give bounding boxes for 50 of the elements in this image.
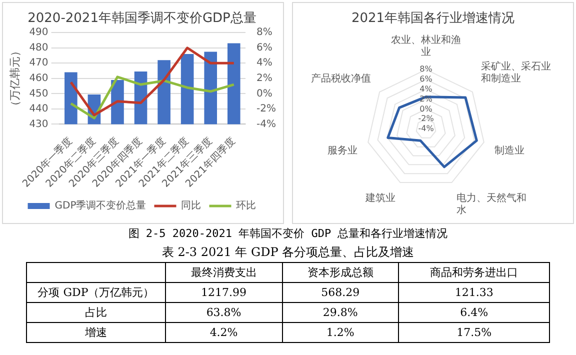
legend-label: 环比 <box>236 200 256 212</box>
y-tick-label: 450 <box>29 88 48 100</box>
spoke-label: 农业、林业和渔业 <box>391 34 461 58</box>
text: 1217.99 <box>201 286 247 299</box>
legend-label: GDP季调不变价总量 <box>54 200 146 212</box>
category-label: 最终消费支出 <box>166 262 282 282</box>
y-tick-label: -4% <box>418 124 434 134</box>
category-label: 占比 <box>85 306 107 319</box>
caption: 图 2-5 2020-2021 年韩国不变价 GDP 总量和各行业增速情况 <box>127 226 449 241</box>
spoke-label: 服务业 <box>327 144 358 156</box>
y2-tick-label: -4% <box>256 118 276 130</box>
text: 17.5% <box>456 326 492 339</box>
y-tick-label: 440 <box>29 104 48 115</box>
y-tick-label: 480 <box>29 42 48 54</box>
y-tick-label: 6% <box>420 74 433 84</box>
category-label: 分项 GDP（万亿韩元） <box>38 286 154 299</box>
y-tick-label: 0% <box>420 104 433 114</box>
category-label: 商品和劳务进出口 <box>398 262 550 282</box>
chart-title: 2020-2021年韩国季调不变价GDP总量 <box>28 11 256 26</box>
text: 表 2-3 2021 年 GDP 各分项总量、占比及增速 <box>160 244 416 261</box>
y-tick-label: 490 <box>29 27 48 38</box>
y2-tick-label: 2% <box>256 73 272 84</box>
y2-tick-label: -2% <box>256 104 276 115</box>
spoke-label: 采矿业、采石业和制造业 <box>481 60 552 85</box>
text: 29.8% <box>322 306 358 319</box>
text: 63.8% <box>206 306 242 319</box>
legend-label: 同比 <box>181 200 202 212</box>
text: 6.4% <box>460 306 488 319</box>
chart-title: 2021年韩国各行业增速情况 <box>351 11 515 26</box>
text: 4.2% <box>210 326 238 339</box>
spoke-label: 制造业 <box>494 144 525 156</box>
text: 568.29 <box>321 286 360 299</box>
text: 121.33 <box>454 286 494 299</box>
y-tick-label: 8% <box>420 64 433 74</box>
y2-tick-label: 6% <box>256 42 272 54</box>
spoke-label: 建筑业 <box>364 192 396 204</box>
y-tick-label: 430 <box>29 118 48 130</box>
y-tick-label: -2% <box>418 114 434 124</box>
spoke-label: 电力、天然气和水 <box>456 192 527 216</box>
y-axis-title: （万亿韩元） <box>8 45 22 112</box>
spoke-label: 产品税收净值 <box>310 72 371 85</box>
y-tick-label: 470 <box>29 58 48 69</box>
category-label: 资本形成总额 <box>282 262 399 282</box>
y-tick-label: 460 <box>29 73 48 84</box>
y-tick-label: 4% <box>420 84 433 94</box>
y2-tick-label: 4% <box>256 58 272 69</box>
text: 1.2% <box>326 326 354 339</box>
y2-tick-label: 8% <box>256 27 272 38</box>
category-label: 增速 <box>85 326 107 339</box>
y2-tick-label: 0% <box>256 88 272 100</box>
